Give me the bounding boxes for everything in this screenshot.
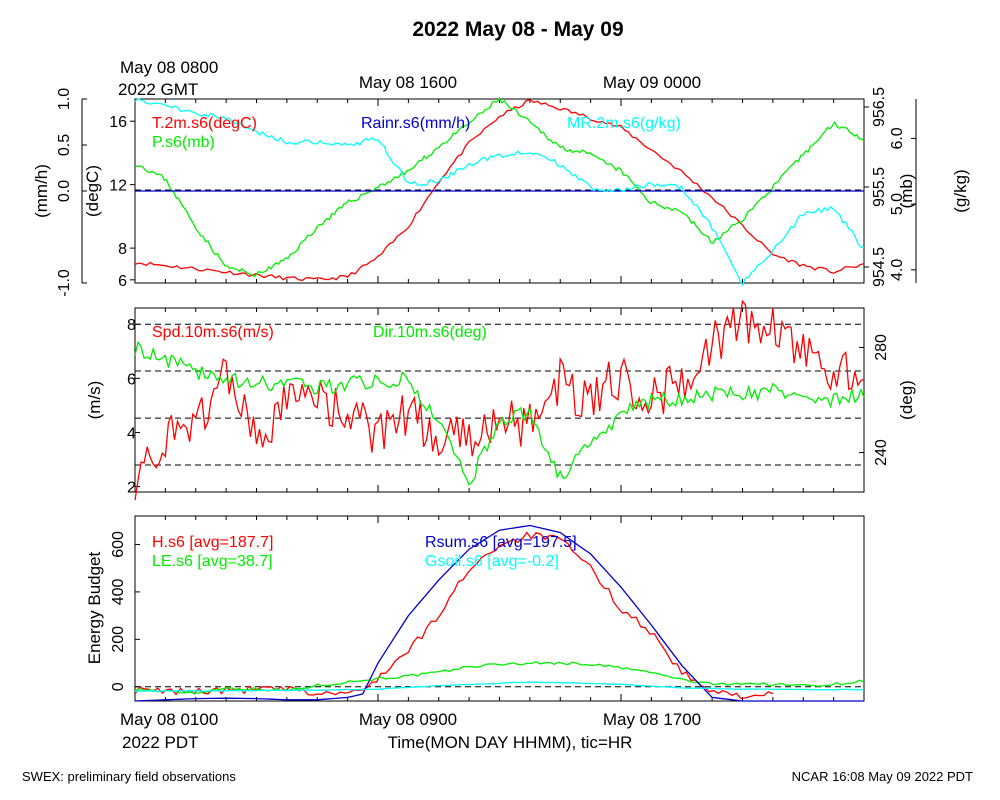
top-start-label-1: May 08 0800 — [120, 58, 218, 77]
pres-tick-label: 956.5 — [871, 87, 888, 127]
wind-panel: 2 4 6 8 (m/s) 240 280 (deg) — [85, 299, 916, 501]
energy-tick-label: 0 — [110, 682, 127, 691]
dir-axis-label: (deg) — [897, 380, 916, 420]
energy-axis-label: Energy Budget — [85, 551, 104, 664]
legend-temp: T.2m.s6(degC) — [152, 115, 257, 132]
spd-tick-label: 8 — [127, 317, 136, 334]
legend-mr: MR.2m.s6(g/kg) — [567, 115, 681, 132]
rain-tick-label: 1.0 — [56, 88, 73, 110]
wind-series-line-0 — [134, 299, 865, 501]
legend-h: H.s6 [avg=187.7] — [152, 534, 273, 551]
spd-tick-label: 4 — [127, 425, 136, 442]
footer-left: SWEX: preliminary field observations — [22, 769, 236, 784]
energy-panel: 0 200 400 600 Energy Budget — [85, 515, 865, 702]
temp-tick-label: 12 — [109, 178, 127, 195]
wind-series-line-1 — [134, 340, 865, 486]
footer-right: NCAR 16:08 May 09 2022 PDT — [792, 769, 973, 784]
met-panel: -1.0 0.0 0.5 1.0 (mm/h) 6 8 12 16 (degC) 954.5 955.… — [32, 87, 970, 297]
pres-axis-label: (mb) — [897, 174, 916, 209]
legend-gsoil: Gsoil.s6 [avg=-0.2] — [425, 553, 559, 570]
chart-title: 2022 May 08 - May 09 — [412, 18, 623, 41]
rain-tick-label: 0.0 — [56, 180, 73, 202]
rain-tick-label: -1.0 — [56, 269, 73, 297]
energy-tick-label: 200 — [110, 626, 127, 653]
bottom-start-label-1: May 08 0100 — [120, 710, 218, 729]
energy-series-line-2 — [134, 524, 864, 702]
energy-series-line-1 — [134, 661, 865, 694]
met-series-line-1 — [134, 96, 865, 278]
rain-tick-label: 0.5 — [56, 134, 73, 156]
bottom-tick-label-2: May 08 1700 — [603, 710, 701, 729]
x-axis-label: Time(MON DAY HHMM), tic=HR — [388, 733, 633, 752]
energy-tick-label: 600 — [110, 531, 127, 558]
energy-tick-label: 400 — [110, 578, 127, 605]
temp-tick-label: 16 — [109, 114, 127, 131]
mr-tick-label: 5.0 — [889, 193, 906, 215]
energy-series-line-3 — [134, 681, 865, 692]
met-series-line-3 — [134, 97, 865, 287]
spd-axis-label: (m/s) — [85, 381, 104, 420]
bottom-start-label-2: 2022 PDT — [122, 733, 199, 752]
pres-tick-label: 954.5 — [871, 247, 888, 287]
mr-tick-label: 6.0 — [889, 127, 906, 149]
bottom-tick-label-1: May 08 0900 — [359, 710, 457, 729]
top-tick-label-2: May 09 0000 — [603, 73, 701, 92]
legend-rsum: Rsum.s6 [avg=197.5] — [425, 534, 577, 551]
temp-axis-label: (degC) — [83, 165, 102, 217]
temp-tick-label: 6 — [118, 273, 127, 290]
spd-tick-label: 2 — [127, 480, 136, 497]
legend-pres: P.s6(mb) — [152, 134, 215, 151]
legend-rain: Rainr.s6(mm/h) — [361, 115, 470, 132]
dir-tick-label: 280 — [873, 334, 890, 361]
legend-dir: Dir.10m.s6(deg) — [373, 324, 487, 341]
legend-spd: Spd.10m.s6(m/s) — [152, 324, 274, 341]
rain-axis-label: (mm/h) — [32, 164, 51, 218]
dir-tick-label: 240 — [873, 439, 890, 466]
top-start-label-2: 2022 GMT — [118, 80, 198, 99]
mr-axis-label: (g/kg) — [951, 169, 970, 212]
mr-tick-label: 4.0 — [889, 259, 906, 281]
spd-tick-label: 6 — [127, 371, 136, 388]
top-tick-label-1: May 08 1600 — [359, 73, 457, 92]
pres-tick-label: 955.5 — [871, 167, 888, 207]
legend-le: LE.s6 [avg=38.7] — [152, 553, 273, 570]
temp-tick-label: 8 — [118, 241, 127, 258]
